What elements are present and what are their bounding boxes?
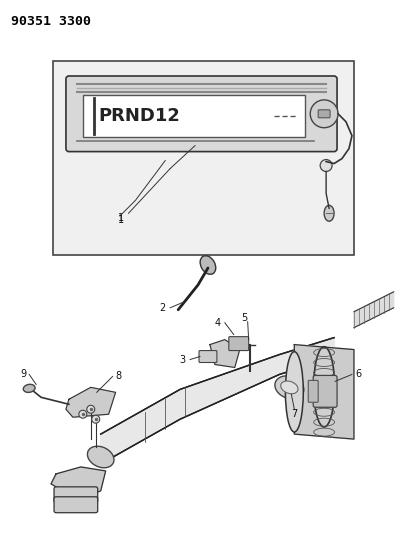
Text: 4: 4 <box>215 318 221 328</box>
Text: 90351 3300: 90351 3300 <box>11 15 91 28</box>
Bar <box>53 61 354 255</box>
Ellipse shape <box>324 205 334 221</box>
FancyBboxPatch shape <box>199 351 217 362</box>
Ellipse shape <box>281 381 298 394</box>
Text: 6: 6 <box>356 369 362 379</box>
Text: 9: 9 <box>20 369 26 379</box>
Polygon shape <box>210 340 240 367</box>
Ellipse shape <box>275 376 304 399</box>
Polygon shape <box>354 292 394 328</box>
Polygon shape <box>294 345 354 439</box>
FancyBboxPatch shape <box>318 110 330 118</box>
FancyBboxPatch shape <box>229 337 249 351</box>
FancyBboxPatch shape <box>313 375 337 407</box>
FancyBboxPatch shape <box>66 76 337 151</box>
FancyBboxPatch shape <box>54 487 98 503</box>
FancyBboxPatch shape <box>83 95 305 136</box>
Circle shape <box>92 415 100 423</box>
Text: 7: 7 <box>291 409 298 419</box>
Text: 8: 8 <box>115 372 122 382</box>
Ellipse shape <box>23 384 35 392</box>
Ellipse shape <box>200 256 216 274</box>
FancyBboxPatch shape <box>308 381 318 402</box>
Ellipse shape <box>314 346 334 427</box>
Text: 1: 1 <box>117 215 124 225</box>
Ellipse shape <box>87 446 114 468</box>
Circle shape <box>79 410 87 418</box>
Circle shape <box>87 405 95 413</box>
Polygon shape <box>101 337 334 464</box>
Text: 5: 5 <box>241 313 248 323</box>
FancyBboxPatch shape <box>54 497 98 513</box>
Text: 1: 1 <box>117 213 124 223</box>
Text: 2: 2 <box>159 303 165 313</box>
Text: 3: 3 <box>179 354 185 365</box>
Circle shape <box>320 159 332 172</box>
Text: PRND12: PRND12 <box>99 107 180 125</box>
Circle shape <box>310 100 338 128</box>
Polygon shape <box>51 467 105 499</box>
Ellipse shape <box>286 352 303 432</box>
Polygon shape <box>66 387 115 417</box>
